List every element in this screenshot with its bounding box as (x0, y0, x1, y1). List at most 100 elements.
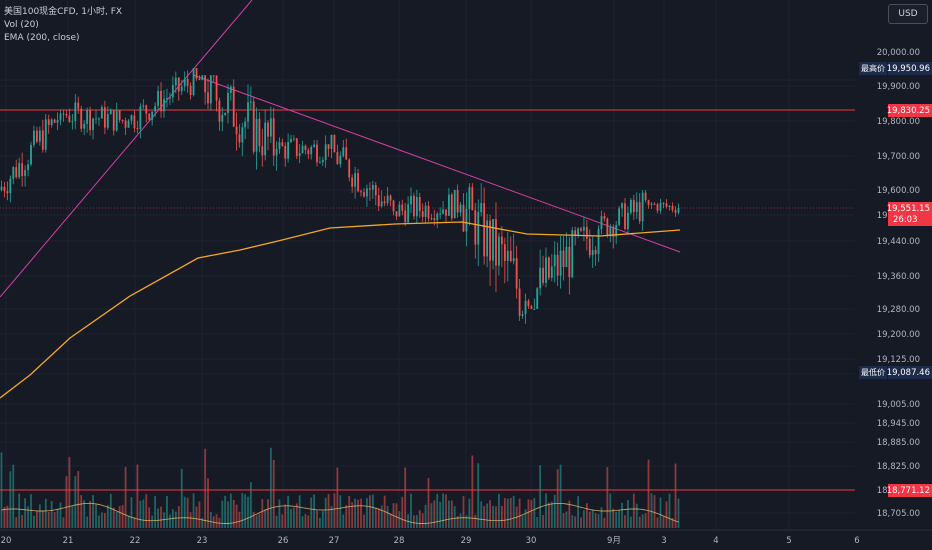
candle-body (647, 200, 650, 205)
volume-bar (453, 506, 456, 528)
volume-bar (92, 495, 94, 528)
volume-bar (559, 464, 562, 528)
currency-button[interactable]: USD (888, 4, 928, 24)
candle-body (632, 199, 635, 213)
volume-bar (148, 507, 151, 528)
candle-body (272, 118, 275, 156)
price-tick-label: 19,200.00 (877, 330, 920, 340)
candle-body (618, 208, 621, 225)
volume-bar (580, 517, 582, 528)
volume-bar (74, 476, 77, 528)
volume-bar (89, 501, 91, 528)
volume-bar (53, 512, 56, 528)
candle-body (562, 250, 565, 268)
volume-bar (145, 494, 148, 528)
volume-bar (281, 514, 284, 528)
volume-bar (430, 503, 433, 528)
grid (0, 0, 858, 530)
time-axis[interactable]: 20 21 22 23 26 27 28 29 30 9月 3 4 5 6 (0, 529, 932, 550)
candle-body (130, 115, 133, 121)
price-axis[interactable]: 20,000.00 19,900.00 19,800.00 19,700.00 19,6… (855, 0, 932, 550)
candle-body (33, 130, 35, 145)
volume-bar (354, 498, 357, 528)
candle-body (459, 204, 462, 213)
candle-body (483, 203, 486, 257)
volume-bar (41, 511, 44, 528)
volume-bar (36, 510, 38, 528)
volume-bar (163, 512, 165, 528)
price-tag-label: 最高价 (861, 63, 885, 73)
candle-body (77, 102, 80, 109)
volume-bar (447, 500, 450, 528)
price-tag-label-bg (859, 62, 887, 75)
candle-body (290, 139, 292, 143)
candle-body (264, 122, 267, 156)
candle-body (30, 144, 32, 165)
candle-body (442, 209, 444, 214)
volume-bar (6, 505, 9, 528)
volume-bar (284, 504, 287, 528)
candle-body (380, 201, 383, 207)
candle-body (498, 236, 500, 266)
volume-bar (483, 506, 486, 528)
volume-bar (571, 515, 574, 528)
candle-body (407, 204, 410, 223)
volume-bar (62, 517, 65, 528)
candle-body (12, 167, 15, 179)
candle-body (348, 159, 351, 178)
volume-bar (33, 515, 35, 528)
ema-indicator-label[interactable]: EMA (200, close) (4, 33, 80, 43)
price-tick-label: 19,005.00 (877, 400, 920, 410)
volume-bar (232, 499, 235, 528)
candle-body (447, 194, 450, 216)
trendlines[interactable] (0, 0, 681, 298)
volume-bar (224, 495, 227, 528)
candle-body (241, 127, 244, 143)
candle-body (486, 220, 489, 257)
candle-body (112, 109, 115, 131)
symbol-title[interactable]: 美国100现金CFD, 1小时, FX (4, 7, 123, 17)
volume-bar (290, 508, 292, 528)
volume-bar (30, 494, 32, 528)
candle-body (653, 203, 656, 205)
volume-bar (292, 507, 295, 528)
candle-body (154, 105, 157, 112)
volume-bar (577, 496, 579, 528)
volume-bar (410, 493, 412, 528)
candle-body (101, 107, 103, 119)
volume-bar (492, 505, 494, 528)
candle-body (521, 314, 524, 316)
volume-bar (433, 500, 436, 528)
candle-body (307, 149, 310, 155)
volume-bar (209, 512, 212, 528)
volume-bar (503, 498, 506, 528)
candle-body (436, 213, 439, 221)
candle-body (377, 195, 380, 207)
candle-body (238, 134, 241, 143)
time-tick-label: 26 (278, 536, 289, 546)
volume-bar (324, 497, 327, 528)
price-tag-bg (888, 366, 932, 379)
price-tag-value: 19,830.25 (887, 106, 930, 116)
volume-bar (415, 515, 418, 528)
volume-bar (474, 514, 477, 528)
candle-body (269, 118, 272, 137)
volume-bar (618, 510, 621, 528)
candle-body (183, 78, 186, 87)
time-tick-label: 30 (526, 536, 537, 546)
volume-bar (201, 517, 204, 528)
ascending-trendline (0, 0, 253, 298)
candle-body (106, 114, 109, 128)
candle-body (421, 211, 424, 217)
candle-body (597, 229, 600, 255)
volume-bar (374, 507, 377, 528)
volume-indicator-label[interactable]: Vol (20) (4, 20, 39, 30)
time-tick-label: 6 (854, 536, 859, 546)
candle-body (389, 195, 392, 201)
volume-bar (56, 508, 59, 528)
candle-body (9, 178, 12, 194)
volume-bar (594, 513, 597, 528)
candle-body (142, 105, 145, 107)
horizontal-levels[interactable] (0, 109, 855, 491)
